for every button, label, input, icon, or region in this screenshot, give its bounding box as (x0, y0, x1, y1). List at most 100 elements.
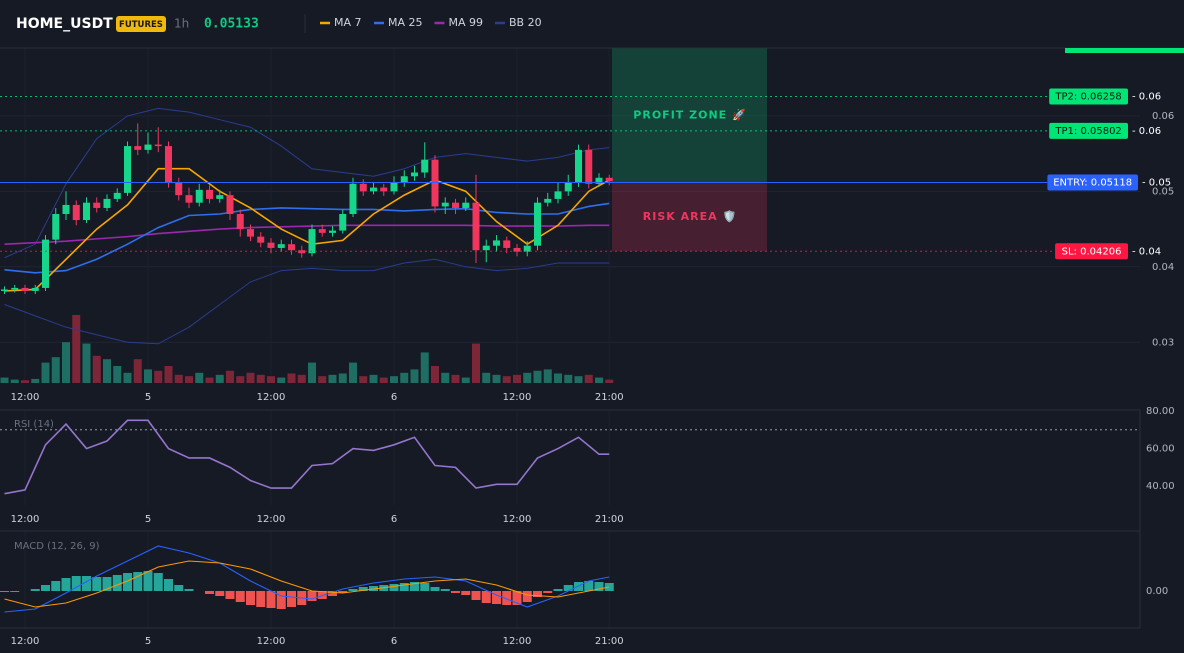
macd-histogram (246, 591, 255, 605)
candle-body (277, 244, 285, 248)
legend-label: MA 25 (388, 16, 423, 29)
candle-body (1, 289, 8, 291)
last-price: 0.05133 (204, 17, 259, 32)
legend-label: MA 99 (449, 16, 484, 29)
candle-body (554, 191, 562, 199)
volume-bar (62, 342, 70, 383)
candle-body (154, 144, 162, 147)
volume-bar (215, 374, 224, 383)
macd-histogram (71, 576, 81, 591)
candle-body (83, 202, 90, 221)
volume-bar (482, 372, 491, 383)
volume-bar (349, 362, 357, 383)
y-tick-label: 0.06 (1152, 111, 1174, 122)
macd-histogram (338, 591, 348, 593)
candle-body (42, 239, 49, 288)
x-tick-label: 21:00 (595, 514, 624, 525)
x-tick-label: 21:00 (595, 392, 624, 403)
volume-bar (564, 374, 573, 383)
candle-body (605, 177, 613, 182)
x-tick-label: 12:00 (257, 392, 286, 403)
rsi-title: RSI (14) (14, 419, 54, 430)
level-axis-label: - 0.06 (1132, 126, 1161, 137)
macd-histogram (153, 573, 163, 591)
macd-histogram (184, 589, 194, 591)
volume-bar (400, 372, 409, 383)
level-axis-label: - 0.06 (1132, 91, 1161, 102)
macd-histogram (502, 591, 512, 605)
x-tick-label: 12:00 (503, 514, 532, 525)
macd-histogram (256, 591, 266, 607)
candle-body (421, 159, 429, 173)
macd-histogram (440, 589, 450, 591)
macd-histogram (594, 582, 604, 591)
macd-histogram (492, 591, 501, 604)
level-badge (1049, 122, 1128, 139)
x-tick-label: 21:00 (595, 636, 624, 647)
volume-bar (226, 370, 234, 383)
volume-bar (441, 372, 450, 383)
x-tick-label: 12:00 (257, 514, 286, 525)
candle-body (185, 195, 193, 203)
candle-body (31, 287, 39, 291)
candle-body (339, 213, 347, 231)
volume-bar (123, 372, 132, 383)
macd-histogram (461, 591, 471, 595)
x-tick-label: 12:00 (11, 514, 40, 525)
candle-body (288, 244, 295, 251)
symbol: HOME_USDT (16, 16, 113, 32)
macd-histogram (553, 589, 563, 591)
volume-bar (379, 377, 388, 383)
bb-lower (4, 258, 610, 345)
volume-bar (297, 374, 306, 383)
target-marker (1065, 48, 1184, 53)
volume-bar (51, 357, 60, 383)
volume-bar (267, 376, 275, 383)
macd-histogram (30, 589, 40, 591)
x-tick-label: 6 (391, 636, 397, 647)
macd-histogram (389, 584, 399, 591)
volume-bar (410, 369, 419, 383)
macd-histogram (41, 585, 50, 591)
macd-histogram (164, 579, 173, 591)
volume-bar (10, 379, 19, 383)
candle-body (165, 146, 172, 183)
candle-body (349, 183, 357, 214)
candle-body (175, 182, 183, 196)
candle-body (503, 240, 511, 248)
volume-bar (472, 343, 480, 383)
candle-body (195, 189, 203, 203)
candle-body (575, 149, 582, 183)
candle-body (11, 287, 19, 290)
macd-histogram (420, 583, 430, 591)
grid (0, 48, 1140, 628)
macd-histogram (133, 572, 143, 591)
candle-body (329, 230, 336, 233)
volume-bar (543, 369, 552, 383)
volume-bar (369, 374, 378, 383)
macd-histogram (266, 591, 276, 608)
macd-histogram (276, 591, 286, 609)
badge: FUTURES (119, 20, 163, 30)
macd-histogram (235, 591, 245, 602)
x-tick-label: 12:00 (11, 392, 40, 403)
macd-histogram (82, 576, 91, 591)
y-tick-label: 0.00 (1146, 586, 1168, 597)
candle-body (431, 159, 439, 207)
volume-bar (0, 377, 9, 383)
volume-bar (595, 377, 603, 383)
level-label: TP1: 0.05802 (1054, 126, 1121, 137)
x-tick-label: 6 (391, 392, 397, 403)
candle-body (103, 198, 111, 208)
volume-bar (246, 372, 255, 383)
macd-histogram (61, 578, 71, 591)
badge-bg (116, 16, 166, 32)
macd-histogram (123, 573, 132, 591)
volume-bar (554, 373, 562, 383)
volume-bar (205, 377, 214, 383)
volume-bar (390, 376, 398, 383)
candle-body (144, 144, 152, 150)
macd-histogram (102, 577, 112, 591)
volume-bar (308, 362, 316, 383)
